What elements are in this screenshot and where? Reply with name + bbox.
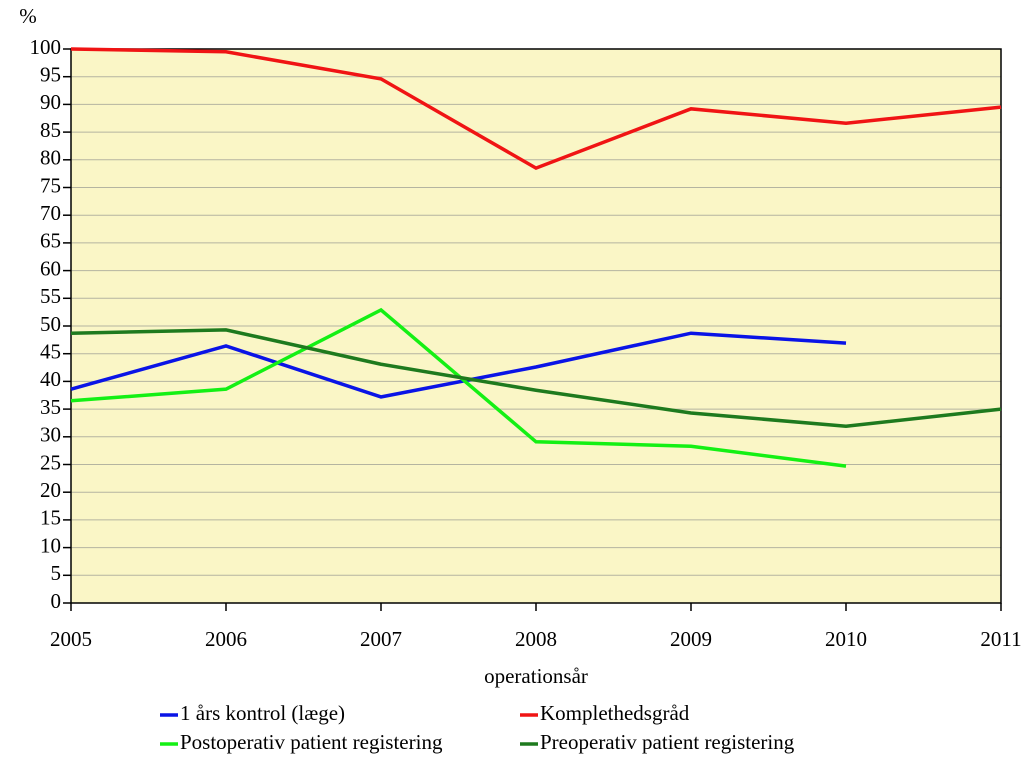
y-tick-label: 100 [30, 35, 62, 59]
y-tick-label: 75 [40, 173, 61, 197]
x-tick-label: 2005 [50, 627, 92, 651]
y-tick-label: 20 [40, 478, 61, 502]
y-tick-label: 35 [40, 395, 61, 419]
y-tick-label: 40 [40, 367, 61, 391]
y-tick-label: 10 [40, 533, 61, 557]
y-tick-label: 5 [51, 561, 62, 585]
series-line [70, 47, 1002, 171]
x-tick-label: 2006 [205, 627, 247, 651]
x-axis-label: operationsår [484, 664, 588, 688]
y-tick-label: 80 [40, 146, 61, 170]
x-tick-label: 2010 [825, 627, 867, 651]
y-tick-label: 70 [40, 201, 61, 225]
legend-label: 1 års kontrol (læge) [180, 701, 345, 725]
plot-frame [70, 48, 1002, 604]
y-tick-label: 90 [40, 90, 61, 114]
x-tick-label: 2011 [980, 627, 1021, 651]
y-tick-label: 95 [40, 63, 61, 87]
series-line [70, 328, 1002, 429]
y-tick-label: 25 [40, 450, 61, 474]
y-tick-label: 30 [40, 423, 61, 447]
y-tick-label: 0 [51, 589, 62, 613]
legend-label: Komplethedsgråd [540, 701, 690, 725]
y-tick-label: 85 [40, 118, 61, 142]
x-tick-label: 2007 [360, 627, 402, 651]
y-axis-label: % [19, 4, 37, 28]
x-tick-label: 2008 [515, 627, 557, 651]
legend-label: Preoperativ patient registering [540, 730, 795, 754]
legend-label: Postoperativ patient registering [180, 730, 443, 754]
y-tick-label: 15 [40, 506, 61, 530]
y-tick-label: 45 [40, 340, 61, 364]
y-tick-label: 50 [40, 312, 61, 336]
x-tick-label: 2009 [670, 627, 712, 651]
y-tick-label: 65 [40, 229, 61, 253]
series-line [70, 331, 847, 399]
y-tick-label: 55 [40, 284, 61, 308]
y-tick-label: 60 [40, 256, 61, 280]
